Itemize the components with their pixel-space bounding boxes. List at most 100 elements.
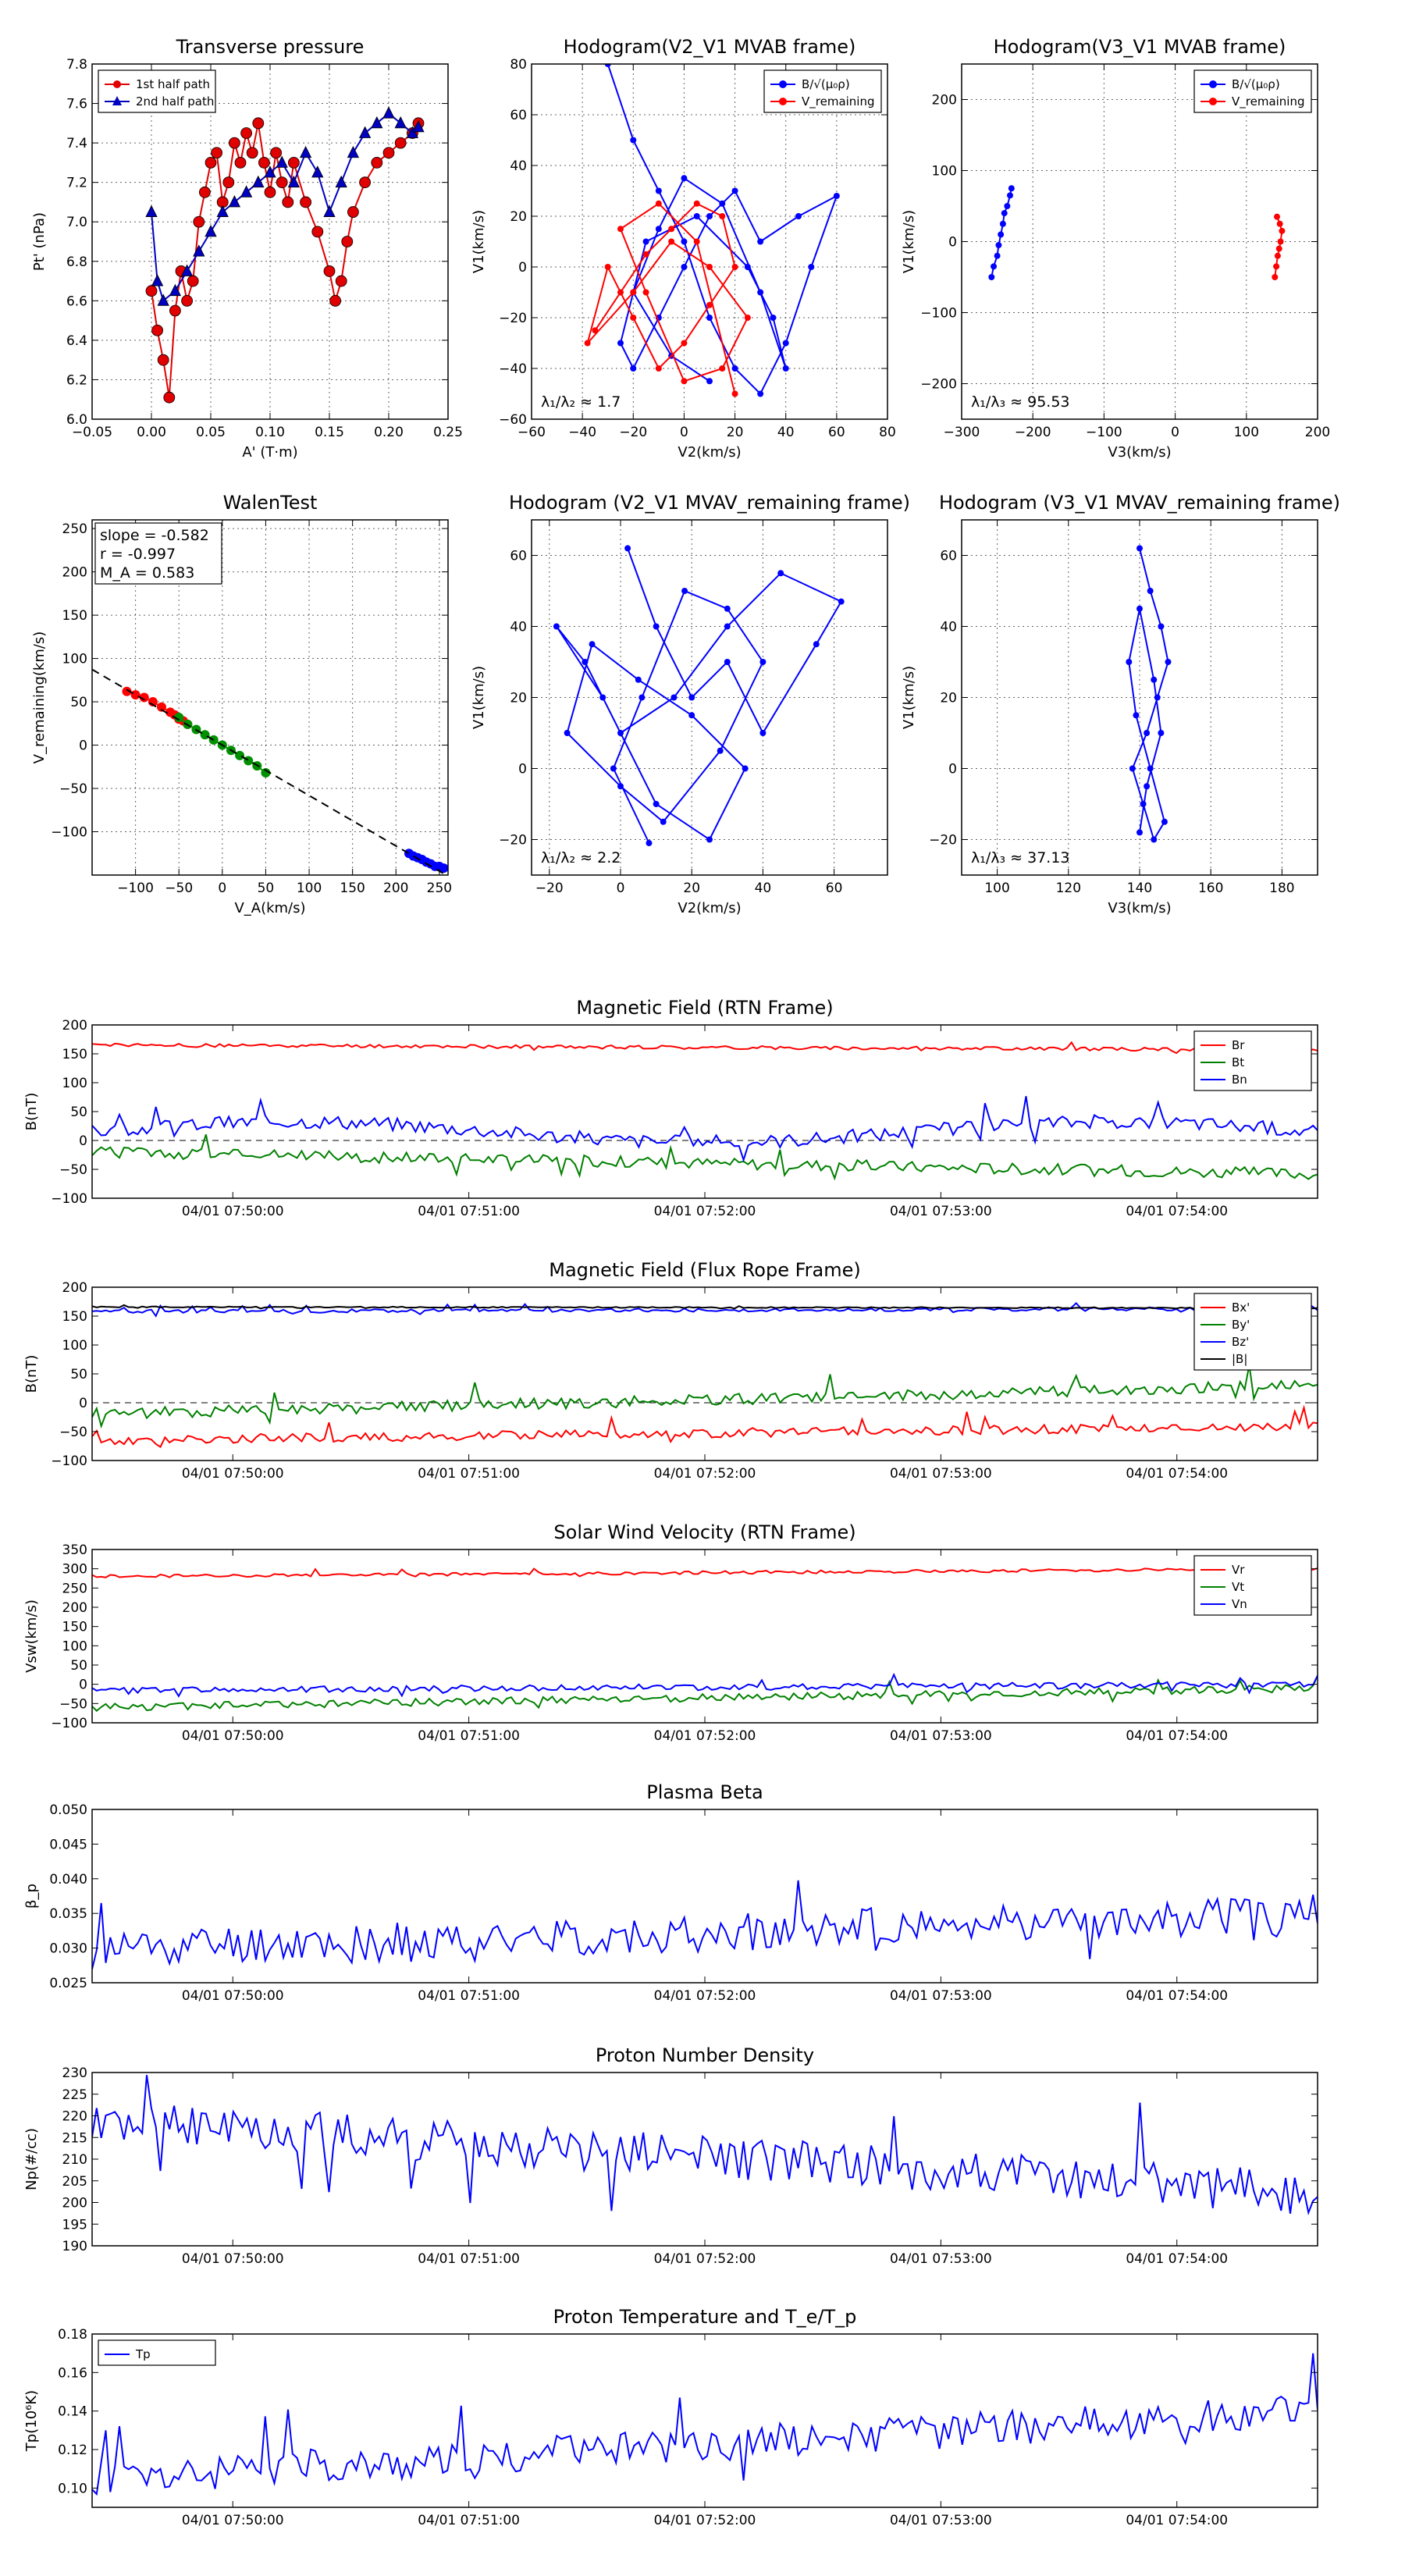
data-point xyxy=(782,340,789,347)
x-tick-label: 04/01 07:51:00 xyxy=(418,1728,520,1744)
legend-box xyxy=(763,69,882,113)
data-point xyxy=(706,836,713,843)
x-tick-label: 0.15 xyxy=(315,425,344,440)
y-tick-label: 0.12 xyxy=(58,2443,87,2458)
data-point xyxy=(394,116,407,129)
chart-hodo-v2v1-mvav: Hodogram (V2_V1 MVAV_remaining frame) −20… xyxy=(471,492,910,916)
data-point xyxy=(252,175,265,188)
data-point xyxy=(1133,712,1140,719)
data-point xyxy=(693,213,700,219)
x-tick-label: −100 xyxy=(117,881,154,896)
x-tick-label: 04/01 07:52:00 xyxy=(654,1204,756,1219)
x-tick-label: 04/01 07:54:00 xyxy=(1126,1466,1228,1482)
y-tick-label: 0 xyxy=(518,762,527,777)
data-point xyxy=(610,765,617,772)
y-tick-label: −100 xyxy=(51,825,87,841)
series-line-|B| xyxy=(92,1304,1318,1310)
y-tick-label: 6.4 xyxy=(66,333,87,349)
data-point xyxy=(235,750,245,760)
y-tick-label: −50 xyxy=(59,1425,87,1440)
y-tick-label: 50 xyxy=(70,1105,87,1120)
data-point xyxy=(359,176,372,189)
y-tick-label: 0 xyxy=(948,235,957,251)
legend-box xyxy=(1193,69,1312,113)
data-point xyxy=(1147,588,1154,594)
data-point xyxy=(270,147,283,159)
data-point xyxy=(681,378,688,385)
axes-frame xyxy=(91,1286,1318,1461)
data-point xyxy=(300,196,312,208)
x-tick-label: 04/01 07:53:00 xyxy=(890,2251,992,2267)
x-tick-label: 0 xyxy=(617,881,625,896)
y-tick-label: 60 xyxy=(940,549,957,564)
data-point xyxy=(655,365,662,372)
ratio-annotation: λ₁/λ₃ ≈ 95.53 xyxy=(971,393,1070,411)
legend-label: Bn xyxy=(1232,1073,1247,1087)
data-point xyxy=(604,64,611,67)
x-tick-label: 160 xyxy=(1198,881,1223,896)
series-line-V_remaining xyxy=(586,202,749,394)
y-tick-label: 20 xyxy=(510,691,527,706)
y-tick-label: 220 xyxy=(62,2109,87,2125)
data-point xyxy=(670,694,678,701)
series-line-Vt xyxy=(92,1675,1318,1712)
legend: 1st half path 2nd half path xyxy=(98,69,216,113)
data-point xyxy=(706,378,713,385)
chart-title: Magnetic Field (RTN Frame) xyxy=(576,997,833,1019)
data-point xyxy=(589,641,596,648)
y-tick-label: −100 xyxy=(51,1453,87,1469)
data-point xyxy=(655,226,662,233)
y-tick-label: 195 xyxy=(62,2217,87,2233)
data-point xyxy=(681,588,688,594)
data-point xyxy=(193,215,205,228)
axes-frame xyxy=(91,1809,1318,1984)
x-tick-label: 04/01 07:50:00 xyxy=(182,2251,284,2267)
data-point xyxy=(599,694,606,701)
y-tick-label: 250 xyxy=(62,521,87,537)
data-point xyxy=(156,702,166,712)
data-point xyxy=(999,220,1006,227)
legend-box xyxy=(1193,1030,1312,1091)
data-point xyxy=(323,205,336,217)
data-point xyxy=(653,623,660,630)
data-point xyxy=(782,365,789,372)
data-point xyxy=(617,783,624,790)
chart-walen: WalenTest −100 −50 0 50 100 150 200 250 −100 −50 0 5… xyxy=(31,492,452,916)
data-point xyxy=(157,294,169,306)
data-point xyxy=(668,226,675,233)
x-tick-label: 04/01 07:51:00 xyxy=(418,2251,520,2267)
plot-area xyxy=(532,520,887,875)
legend-label: 2nd half path xyxy=(136,94,214,109)
data-point xyxy=(991,263,998,270)
x-tick-label: 0.20 xyxy=(374,425,404,440)
chart-hodo-v3v1: Hodogram(V3_V1 MVAB frame) −300 −200 −100 0 1… xyxy=(901,36,1330,461)
y-tick-label: −100 xyxy=(51,1191,87,1207)
y-tick-label: 200 xyxy=(62,565,87,581)
data-point xyxy=(1161,818,1168,825)
y-tick-label: 6.2 xyxy=(66,372,87,388)
x-tick-label: −60 xyxy=(518,425,546,440)
legend-label: Vn xyxy=(1232,1597,1247,1611)
data-point xyxy=(1279,227,1286,234)
y-tick-label: 100 xyxy=(62,1338,87,1354)
legend-marker xyxy=(113,80,121,88)
data-point xyxy=(1151,676,1158,683)
x-tick-label: 04/01 07:51:00 xyxy=(418,1466,520,1482)
chart-title: Hodogram(V3_V1 MVAB frame) xyxy=(994,36,1286,58)
y-tick-label: 200 xyxy=(62,2196,87,2211)
data-point xyxy=(1158,730,1165,736)
y-tick-label: 200 xyxy=(932,93,957,109)
data-point xyxy=(553,623,560,630)
data-point xyxy=(394,137,407,149)
x-tick-label: 120 xyxy=(1056,881,1081,896)
legend-marker xyxy=(779,80,787,88)
x-tick-label: 60 xyxy=(828,425,845,440)
series-line-B/√(μ₀ρ) xyxy=(991,188,1012,278)
y-tick-label: 0.10 xyxy=(58,2481,87,2496)
data-point xyxy=(693,238,700,245)
legend-label: Bz' xyxy=(1232,1335,1249,1349)
data-point xyxy=(660,818,667,825)
y-tick-label: 0.045 xyxy=(49,1837,87,1852)
y-tick-label: 0 xyxy=(948,762,957,777)
data-point xyxy=(240,185,253,197)
